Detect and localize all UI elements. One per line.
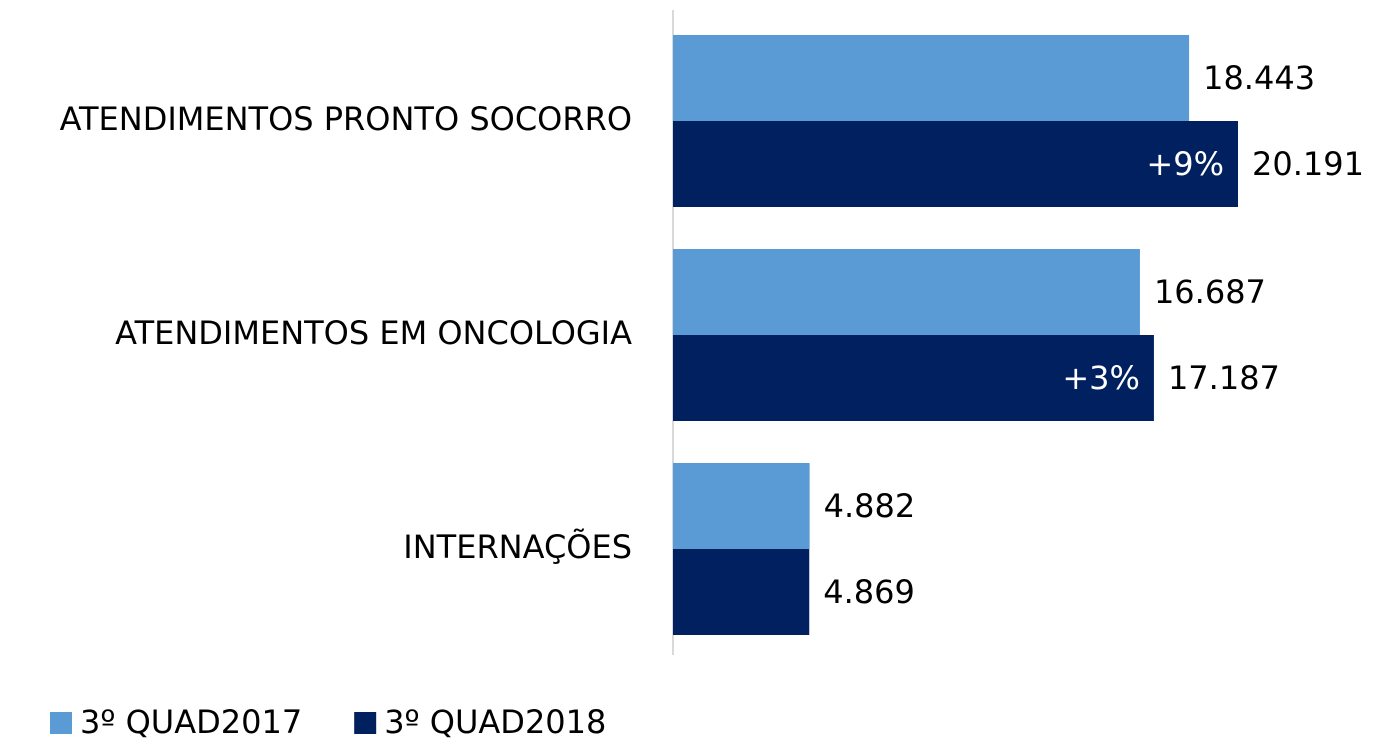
bar	[673, 121, 1238, 207]
value-label: 4.882	[824, 487, 916, 525]
annotation: +9%	[1146, 145, 1224, 183]
bar	[673, 549, 810, 635]
value-label: 17.187	[1168, 359, 1280, 397]
legend-swatch	[354, 712, 377, 734]
bar	[673, 249, 1140, 335]
value-label: 20.191	[1252, 145, 1364, 183]
category-label: ATENDIMENTOS PRONTO SOCORRO	[60, 100, 632, 138]
bar	[673, 463, 810, 549]
legend-label: 3º QUAD2017	[80, 703, 302, 741]
value-label: 18.443	[1203, 59, 1315, 97]
annotation: +3%	[1062, 359, 1140, 397]
bar	[673, 335, 1154, 421]
legend-swatch	[50, 712, 72, 734]
bar	[673, 35, 1190, 121]
legend-label: 3º QUAD2018	[384, 703, 606, 741]
category-label: ATENDIMENTOS EM ONCOLOGIA	[115, 314, 632, 352]
category-label: INTERNAÇÕES	[403, 528, 632, 566]
value-label: 16.687	[1154, 273, 1266, 311]
value-label: 4.869	[823, 573, 915, 611]
